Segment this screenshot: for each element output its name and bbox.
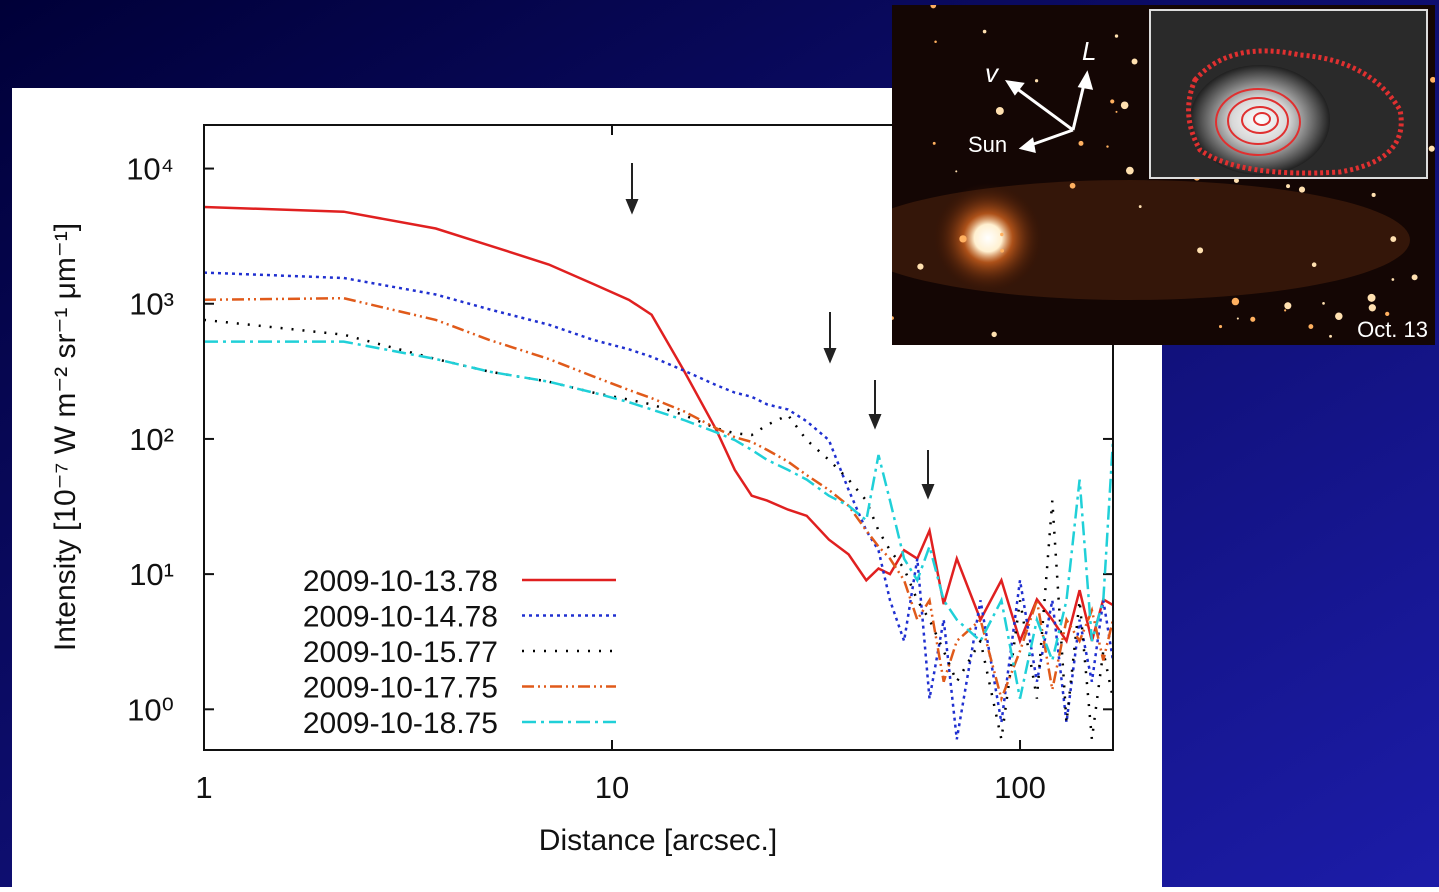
arrow-head: [1004, 80, 1025, 96]
arrow-head: [625, 199, 639, 215]
star: [1231, 297, 1240, 306]
star: [1233, 178, 1239, 184]
star: [1411, 274, 1418, 281]
contour: [1227, 97, 1289, 145]
star: [1000, 248, 1004, 253]
contour: [1186, 48, 1404, 176]
star: [1114, 34, 1119, 38]
stars: [892, 5, 1435, 338]
star: [1428, 145, 1435, 152]
contour: [1215, 88, 1301, 156]
direction-arrows: [1004, 70, 1094, 154]
star: [1308, 324, 1314, 330]
arrows: [625, 163, 935, 500]
x-tick-label: 1: [195, 770, 212, 805]
y-tick-label: 10²: [129, 422, 174, 457]
series-lines: [204, 205, 1113, 740]
x-tick-label: 100: [994, 770, 1046, 805]
star: [932, 141, 936, 145]
contour: [1241, 106, 1279, 134]
arrow-head: [1077, 70, 1094, 90]
star: [1000, 232, 1004, 237]
star: [1069, 182, 1076, 189]
star: [930, 5, 937, 9]
legend: 2009-10-13.782009-10-14.782009-10-15.772…: [303, 565, 616, 740]
star: [892, 316, 894, 320]
series-line: [204, 318, 1113, 740]
y-axis-label: Intensity [10⁻⁷ W m⁻² sr⁻¹ μm⁻¹]: [49, 223, 82, 651]
y-tick-label: 10⁴: [126, 152, 174, 187]
direction-label: Sun: [968, 132, 1007, 157]
star: [1115, 110, 1118, 113]
y-tick-label: 10¹: [129, 557, 174, 592]
star: [1250, 316, 1256, 322]
x-axis-label: Distance [arcsec.]: [539, 824, 777, 857]
legend-label: 2009-10-17.75: [303, 672, 498, 705]
star: [1430, 76, 1435, 83]
arrow-head: [921, 484, 935, 500]
star: [1391, 278, 1395, 281]
arrow: [1027, 128, 1074, 148]
star: [1236, 317, 1239, 320]
comet-image: v L Sun Oct. 13: [892, 5, 1435, 345]
legend-label: 2009-10-15.77: [303, 636, 498, 669]
plot-frame: [203, 124, 1114, 751]
star: [959, 235, 967, 243]
star: [1125, 166, 1134, 175]
star: [1368, 304, 1376, 312]
arrow: [1071, 79, 1087, 131]
star: [917, 263, 924, 270]
arrow-head: [1018, 137, 1036, 154]
star: [1120, 101, 1129, 110]
x-tick-label: 10: [595, 770, 629, 805]
star: [1284, 302, 1292, 310]
arrow-head: [868, 414, 882, 430]
star: [1110, 99, 1115, 104]
plot: 1 10 10010⁰10¹10²10³10⁴2009-10-13.782009-1…: [126, 125, 1113, 805]
star: [982, 29, 987, 34]
star: [1106, 145, 1109, 148]
image-date: Oct. 13: [1357, 317, 1428, 342]
comet-coma: [933, 183, 1043, 293]
zoom-nucleus: [1190, 65, 1330, 175]
y-tick-label: 10⁰: [127, 692, 174, 727]
legend-label: 2009-10-14.78: [303, 601, 498, 634]
contour: [1253, 112, 1271, 126]
star: [995, 107, 1004, 115]
star: [1298, 186, 1306, 193]
star: [1371, 192, 1376, 198]
direction-label: L: [1082, 36, 1096, 66]
star: [1390, 236, 1397, 243]
series-line: [204, 205, 1113, 645]
star: [1284, 309, 1287, 312]
star: [991, 331, 997, 338]
y-tick-label: 10³: [129, 287, 174, 322]
star: [1131, 58, 1138, 65]
series-line: [204, 271, 1113, 740]
star: [1286, 184, 1291, 189]
arrow: [1011, 83, 1074, 132]
star: [955, 170, 958, 173]
star: [1385, 311, 1390, 316]
legend-label: 2009-10-18.75: [303, 707, 498, 740]
star: [1218, 324, 1223, 329]
star: [1034, 79, 1039, 83]
star: [1335, 312, 1343, 320]
star: [1329, 334, 1333, 338]
contours: [1186, 48, 1404, 176]
star: [1311, 262, 1317, 268]
star: [1197, 247, 1204, 254]
star: [1078, 140, 1084, 146]
arrow-head: [823, 348, 837, 364]
direction-label: v: [985, 58, 1000, 88]
star: [1138, 205, 1142, 209]
star: [1367, 293, 1376, 302]
star: [934, 40, 937, 44]
star: [1322, 302, 1325, 305]
legend-label: 2009-10-13.78: [303, 565, 498, 598]
